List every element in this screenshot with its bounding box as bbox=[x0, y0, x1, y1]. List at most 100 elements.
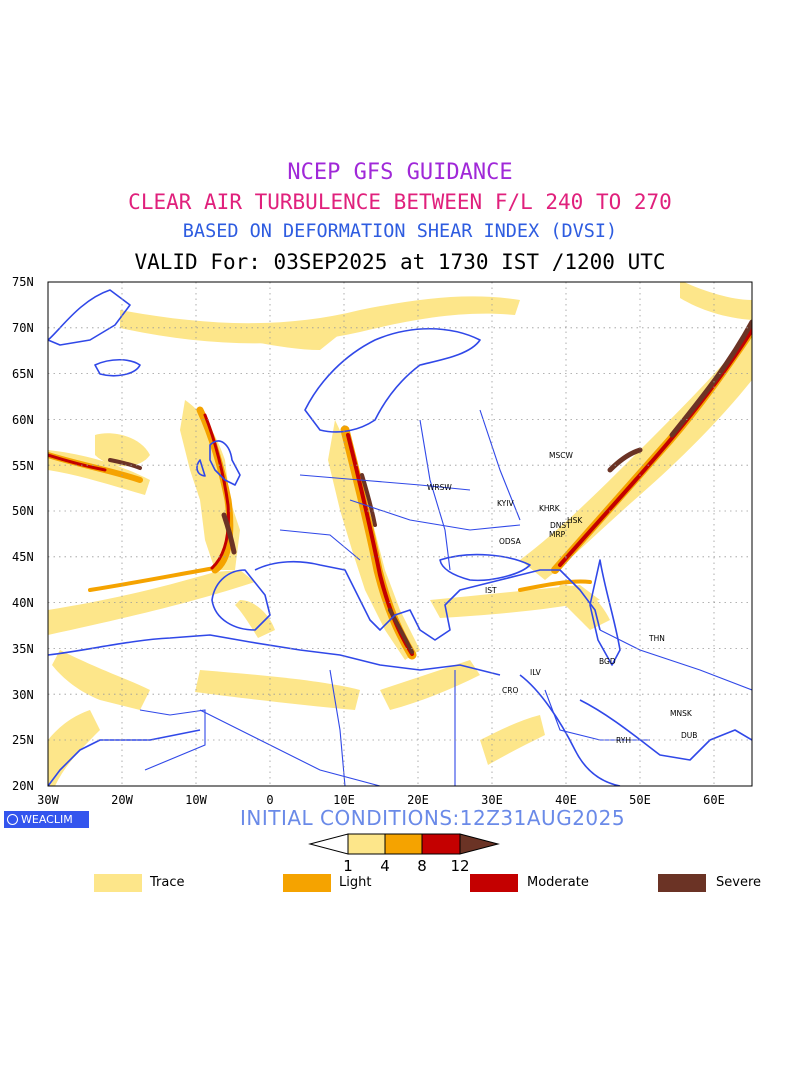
trace-region-atlantic bbox=[48, 570, 255, 635]
station-ist: IST bbox=[485, 586, 497, 595]
colorbar-tick-1: 1 bbox=[343, 857, 353, 875]
lon-label-30w: 30W bbox=[37, 793, 59, 807]
trace-region-iberia bbox=[235, 600, 275, 638]
lat-label-60n: 60N bbox=[12, 413, 34, 427]
border-eastern-europe bbox=[349, 499, 521, 531]
lat-label-20n: 20N bbox=[12, 779, 34, 793]
map-frame bbox=[47, 281, 753, 787]
station-khrk: KHRK bbox=[539, 504, 561, 513]
lon-label-10e: 10E bbox=[333, 793, 355, 807]
lon-label-10w: 10W bbox=[185, 793, 207, 807]
country-borders bbox=[139, 409, 752, 786]
border-central-europe bbox=[299, 474, 471, 491]
logo-circle-icon bbox=[7, 814, 18, 825]
trace-region-sahara bbox=[195, 670, 360, 710]
severe-core-greece bbox=[388, 608, 414, 654]
moderate-band-uk bbox=[203, 413, 230, 570]
border-west-africa bbox=[139, 709, 206, 771]
coast-red-sea bbox=[519, 674, 621, 786]
turbulence-map: WRSW KYIV MSCW KHRK HSK DNST MRP ODSA IS… bbox=[12, 275, 753, 807]
station-bgd: BGD bbox=[599, 657, 616, 666]
coast-caspian bbox=[589, 559, 621, 666]
border-arabia bbox=[544, 689, 650, 741]
station-dub: DUB bbox=[681, 731, 697, 740]
legend-swatch-light bbox=[283, 874, 331, 892]
moderate-band-atlantic bbox=[48, 453, 107, 472]
light-band-black-sea bbox=[518, 579, 592, 592]
station-cro: CRO bbox=[502, 686, 518, 695]
colorbar-segment-moderate bbox=[421, 833, 461, 855]
severe-core-biscay bbox=[221, 512, 237, 555]
station-dnst: DNST bbox=[550, 521, 571, 530]
colorbar-segment-light bbox=[384, 833, 423, 855]
trace-region-siberia bbox=[680, 282, 752, 320]
trace-region-uk bbox=[180, 400, 240, 570]
legend-label-moderate: Moderate bbox=[527, 875, 589, 890]
legend-label-trace: Trace bbox=[150, 875, 185, 890]
station-ryh: RYH bbox=[616, 736, 631, 745]
coast-iberia bbox=[211, 569, 271, 631]
legend-swatch-severe bbox=[658, 874, 706, 892]
coast-scandinavia bbox=[304, 328, 481, 433]
colorbar-tick-12: 12 bbox=[450, 857, 469, 875]
legend-swatch-moderate bbox=[470, 874, 518, 892]
lat-label-35n: 35N bbox=[12, 642, 34, 656]
severe-core-urals bbox=[669, 319, 752, 438]
coast-black-sea bbox=[439, 553, 531, 582]
lon-label-20e: 20E bbox=[407, 793, 429, 807]
lat-label-65n: 65N bbox=[12, 367, 34, 381]
trace-region-arabia bbox=[480, 715, 545, 765]
coast-north-africa bbox=[48, 634, 501, 676]
station-mrp: MRP bbox=[549, 530, 566, 539]
border-sahara-central bbox=[329, 669, 346, 786]
border-belarus-ukraine bbox=[479, 409, 521, 521]
coastlines bbox=[48, 289, 752, 786]
trace-region-caucasus bbox=[555, 585, 610, 630]
valid-time: VALID For: 03SEP2025 at 1730 IST /1200 U… bbox=[134, 250, 666, 274]
moderate-bands bbox=[48, 328, 752, 656]
severe-core-cyclone bbox=[108, 458, 142, 470]
lat-label-40n: 40N bbox=[12, 596, 34, 610]
coast-west-africa bbox=[48, 729, 201, 786]
trace-region-russia bbox=[520, 330, 752, 580]
lat-label-75n: 75N bbox=[12, 275, 34, 289]
border-sahara-west bbox=[199, 709, 381, 786]
station-labels: WRSW KYIV MSCW KHRK HSK DNST MRP ODSA IS… bbox=[427, 451, 697, 745]
station-odsa: ODSA bbox=[499, 537, 522, 546]
colorbar-tick-4: 4 bbox=[380, 857, 390, 875]
border-alps bbox=[279, 529, 361, 561]
light-band-azores bbox=[88, 566, 217, 592]
latitude-labels: 75N 70N 65N 60N 55N 50N 45N 40N 35N 30N … bbox=[12, 275, 34, 793]
colorbar-tick-8: 8 bbox=[417, 857, 427, 875]
brand-label: WEACLIM bbox=[21, 813, 73, 826]
border-iran bbox=[599, 629, 752, 691]
legend-label-severe: Severe bbox=[716, 875, 761, 890]
lon-label-40e: 40E bbox=[555, 793, 577, 807]
lat-label-25n: 25N bbox=[12, 733, 34, 747]
initial-conditions: INITIAL CONDITIONS:12Z31AUG2025 bbox=[240, 806, 626, 830]
lon-label-60e: 60E bbox=[703, 793, 725, 807]
lat-label-45n: 45N bbox=[12, 550, 34, 564]
lat-label-70n: 70N bbox=[12, 321, 34, 335]
lat-label-30n: 30N bbox=[12, 688, 34, 702]
map-area: WRSW KYIV MSCW KHRK HSK DNST MRP ODSA IS… bbox=[48, 282, 752, 786]
legend-label-light: Light bbox=[339, 875, 372, 890]
colorbar-segment-severe bbox=[459, 833, 500, 855]
station-wrsw: WRSW bbox=[427, 483, 452, 492]
station-hsk: HSK bbox=[567, 516, 583, 525]
coast-mediterranean-north bbox=[254, 560, 601, 641]
lon-label-0: 0 bbox=[266, 793, 273, 807]
map-background bbox=[48, 282, 752, 786]
longitude-labels: 30W 20W 10W 0 10E 20E 30E 40E 50E 60E bbox=[37, 793, 725, 807]
colorbar-segment-below-1 bbox=[308, 833, 349, 855]
legend-swatch-trace bbox=[94, 874, 142, 892]
moderate-band-russia bbox=[558, 328, 752, 567]
colorbar-segment-trace bbox=[347, 833, 386, 855]
lon-label-30e: 30E bbox=[481, 793, 503, 807]
product-title: CLEAR AIR TURBULENCE BETWEEN F/L 240 TO … bbox=[128, 190, 672, 214]
station-thn: THN bbox=[648, 634, 665, 643]
lat-label-55n: 55N bbox=[12, 459, 34, 473]
station-mnsk: MNSK bbox=[670, 709, 693, 718]
gridlines bbox=[48, 282, 752, 786]
lon-label-50e: 50E bbox=[629, 793, 651, 807]
